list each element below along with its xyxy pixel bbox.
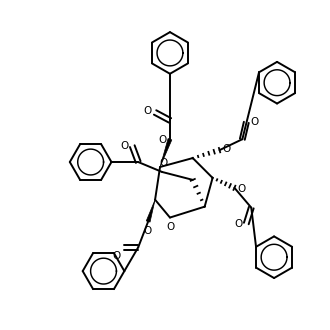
Text: O: O	[222, 144, 231, 154]
Text: O: O	[143, 107, 151, 116]
Text: O: O	[120, 141, 128, 151]
Text: O: O	[234, 219, 243, 229]
Text: O: O	[237, 184, 246, 194]
Polygon shape	[160, 139, 172, 167]
Text: O: O	[112, 251, 120, 261]
Text: O: O	[143, 226, 151, 236]
Text: O: O	[167, 222, 175, 232]
Text: O: O	[250, 117, 258, 127]
Polygon shape	[146, 200, 155, 222]
Text: O: O	[159, 158, 167, 168]
Text: O: O	[158, 135, 166, 145]
